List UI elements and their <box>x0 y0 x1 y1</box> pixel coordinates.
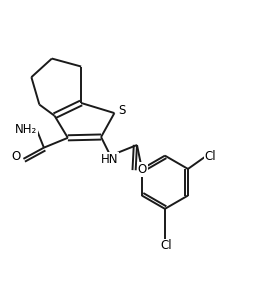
Text: O: O <box>11 150 20 163</box>
Text: O: O <box>138 163 147 176</box>
Text: NH₂: NH₂ <box>15 123 37 135</box>
Text: S: S <box>119 104 126 117</box>
Text: Cl: Cl <box>205 150 217 163</box>
Text: HN: HN <box>101 153 118 166</box>
Text: Cl: Cl <box>160 239 172 252</box>
